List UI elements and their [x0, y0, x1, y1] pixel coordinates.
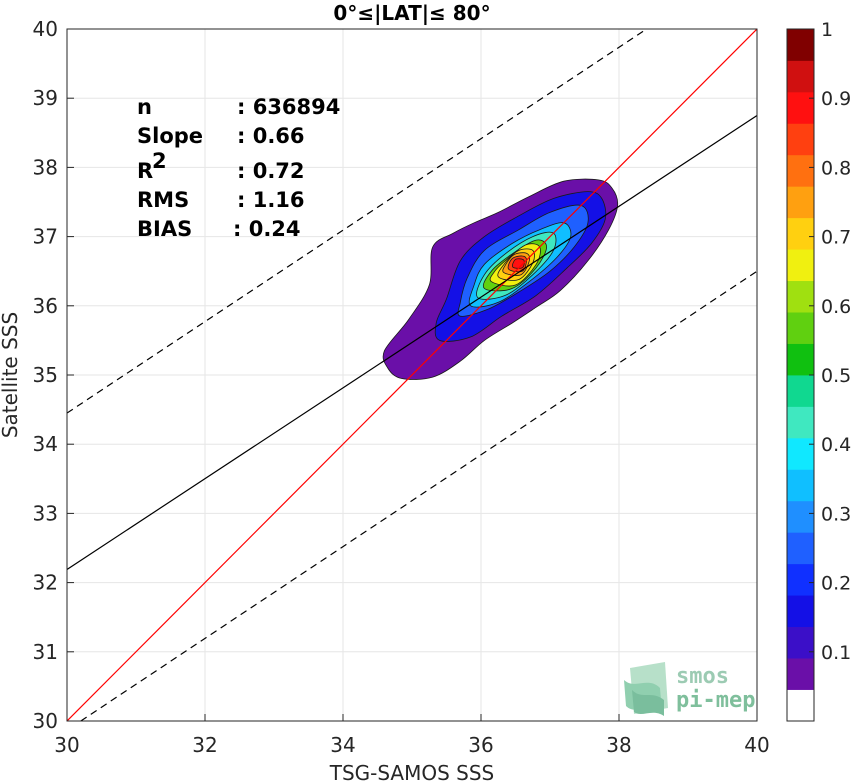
colorbar-segment: [787, 217, 814, 250]
colorbar-segment: [787, 532, 814, 565]
stat-label: Slope: [137, 124, 203, 148]
y-tick-label: 37: [33, 225, 58, 249]
colorbar-segment: [787, 91, 814, 124]
stat-label: n: [137, 95, 152, 119]
colorbar-segment: [787, 626, 814, 659]
x-tick-label: 30: [54, 733, 79, 757]
colorbar-segment: [787, 689, 814, 722]
y-tick-label: 31: [33, 640, 58, 664]
x-tick-label: 40: [744, 733, 769, 757]
colorbar-segment: [787, 595, 814, 628]
colorbar: [786, 28, 815, 722]
y-tick-label: 36: [33, 294, 58, 318]
axis-ticks: 30 32 34 36 38 40 30 31 32 33 34 35 36 37 38 39 40: [33, 17, 770, 757]
colorbar-tick-label: 0.2: [821, 573, 851, 595]
logo-waves-icon: [624, 662, 668, 716]
y-tick-label: 30: [33, 709, 58, 733]
colorbar-segment: [787, 375, 814, 407]
colorbar-segment: [787, 343, 814, 376]
colorbar-segment: [787, 312, 814, 344]
logo-text-bottom: pi-mep: [676, 688, 755, 713]
one-to-one-line: [67, 29, 757, 721]
colorbar-tick-label: 0.1: [821, 642, 851, 664]
x-tick-label: 38: [606, 733, 631, 757]
stats-box: n : 636894 Slope : 0.66 R2 : 0.72 RMS : 1.16 BIA…: [137, 95, 340, 241]
stat-value: : 0.24: [233, 217, 301, 241]
y-tick-label: 33: [33, 501, 58, 525]
stat-label: R: [137, 159, 153, 183]
stat-label: RMS: [137, 188, 189, 212]
y-axis-label: Satellite SSS: [0, 312, 22, 438]
x-tick-label: 36: [468, 733, 493, 757]
colorbar-segment: [787, 154, 814, 187]
colorbar-tick-label: 0.8: [821, 157, 851, 179]
colorbar-tick-label: 0.4: [821, 434, 851, 456]
logo-text-top: smos: [676, 664, 729, 689]
chart-title: 0°≤|LAT|≤ 80°: [333, 1, 490, 25]
colorbar-tick-label: 0.9: [821, 88, 851, 110]
colorbar-segment: [787, 123, 814, 156]
stat-value: : 0.66: [237, 124, 305, 148]
colorbar-tick-label: 0.5: [821, 365, 851, 387]
colorbar-segment: [787, 563, 814, 596]
colorbar-tick-label: 0.3: [821, 503, 851, 525]
reference-lines: [67, 29, 757, 721]
stat-value: : 1.16: [237, 188, 305, 212]
colorbar-segment: [787, 469, 814, 502]
stat-value: : 0.72: [237, 159, 305, 183]
colorbar-segment: [787, 406, 814, 439]
upper-bound-line: [67, 29, 647, 414]
lower-bound-line: [80, 270, 757, 721]
colorbar-tick-label: 0.7: [821, 227, 851, 249]
regression-line: [67, 114, 757, 570]
x-axis-label: TSG-SAMOS SSS: [329, 761, 495, 784]
grid: [66, 28, 758, 722]
smos-pi-mep-logo: smos pi-mep: [624, 662, 755, 716]
colorbar-segment: [787, 500, 814, 533]
colorbar-segment: [787, 186, 814, 219]
colorbar-segment: [787, 249, 814, 282]
colorbar-ticks: 0.1 0.2 0.3 0.4 0.5 0.6 0.7 0.8 0.9 1: [809, 19, 851, 664]
stat-value: : 636894: [237, 95, 340, 119]
y-tick-label: 34: [33, 432, 58, 456]
colorbar-segment: [787, 437, 814, 470]
stat-superscript: 2: [152, 149, 167, 173]
x-tick-label: 34: [330, 733, 355, 757]
colorbar-segment: [787, 60, 814, 93]
y-tick-label: 40: [33, 17, 58, 41]
colorbar-tick-label: 0.6: [821, 296, 851, 318]
y-tick-label: 35: [33, 363, 58, 387]
y-tick-label: 39: [33, 86, 58, 110]
colorbar-segment: [787, 29, 814, 61]
y-tick-label: 38: [33, 155, 58, 179]
colorbar-segment: [787, 280, 814, 313]
y-tick-label: 32: [33, 571, 58, 595]
colorbar-tick-label: 1: [821, 19, 833, 41]
density-contours: [382, 178, 619, 380]
stat-label: BIAS: [137, 217, 192, 241]
x-tick-label: 32: [192, 733, 217, 757]
colorbar-segment: [787, 658, 814, 690]
